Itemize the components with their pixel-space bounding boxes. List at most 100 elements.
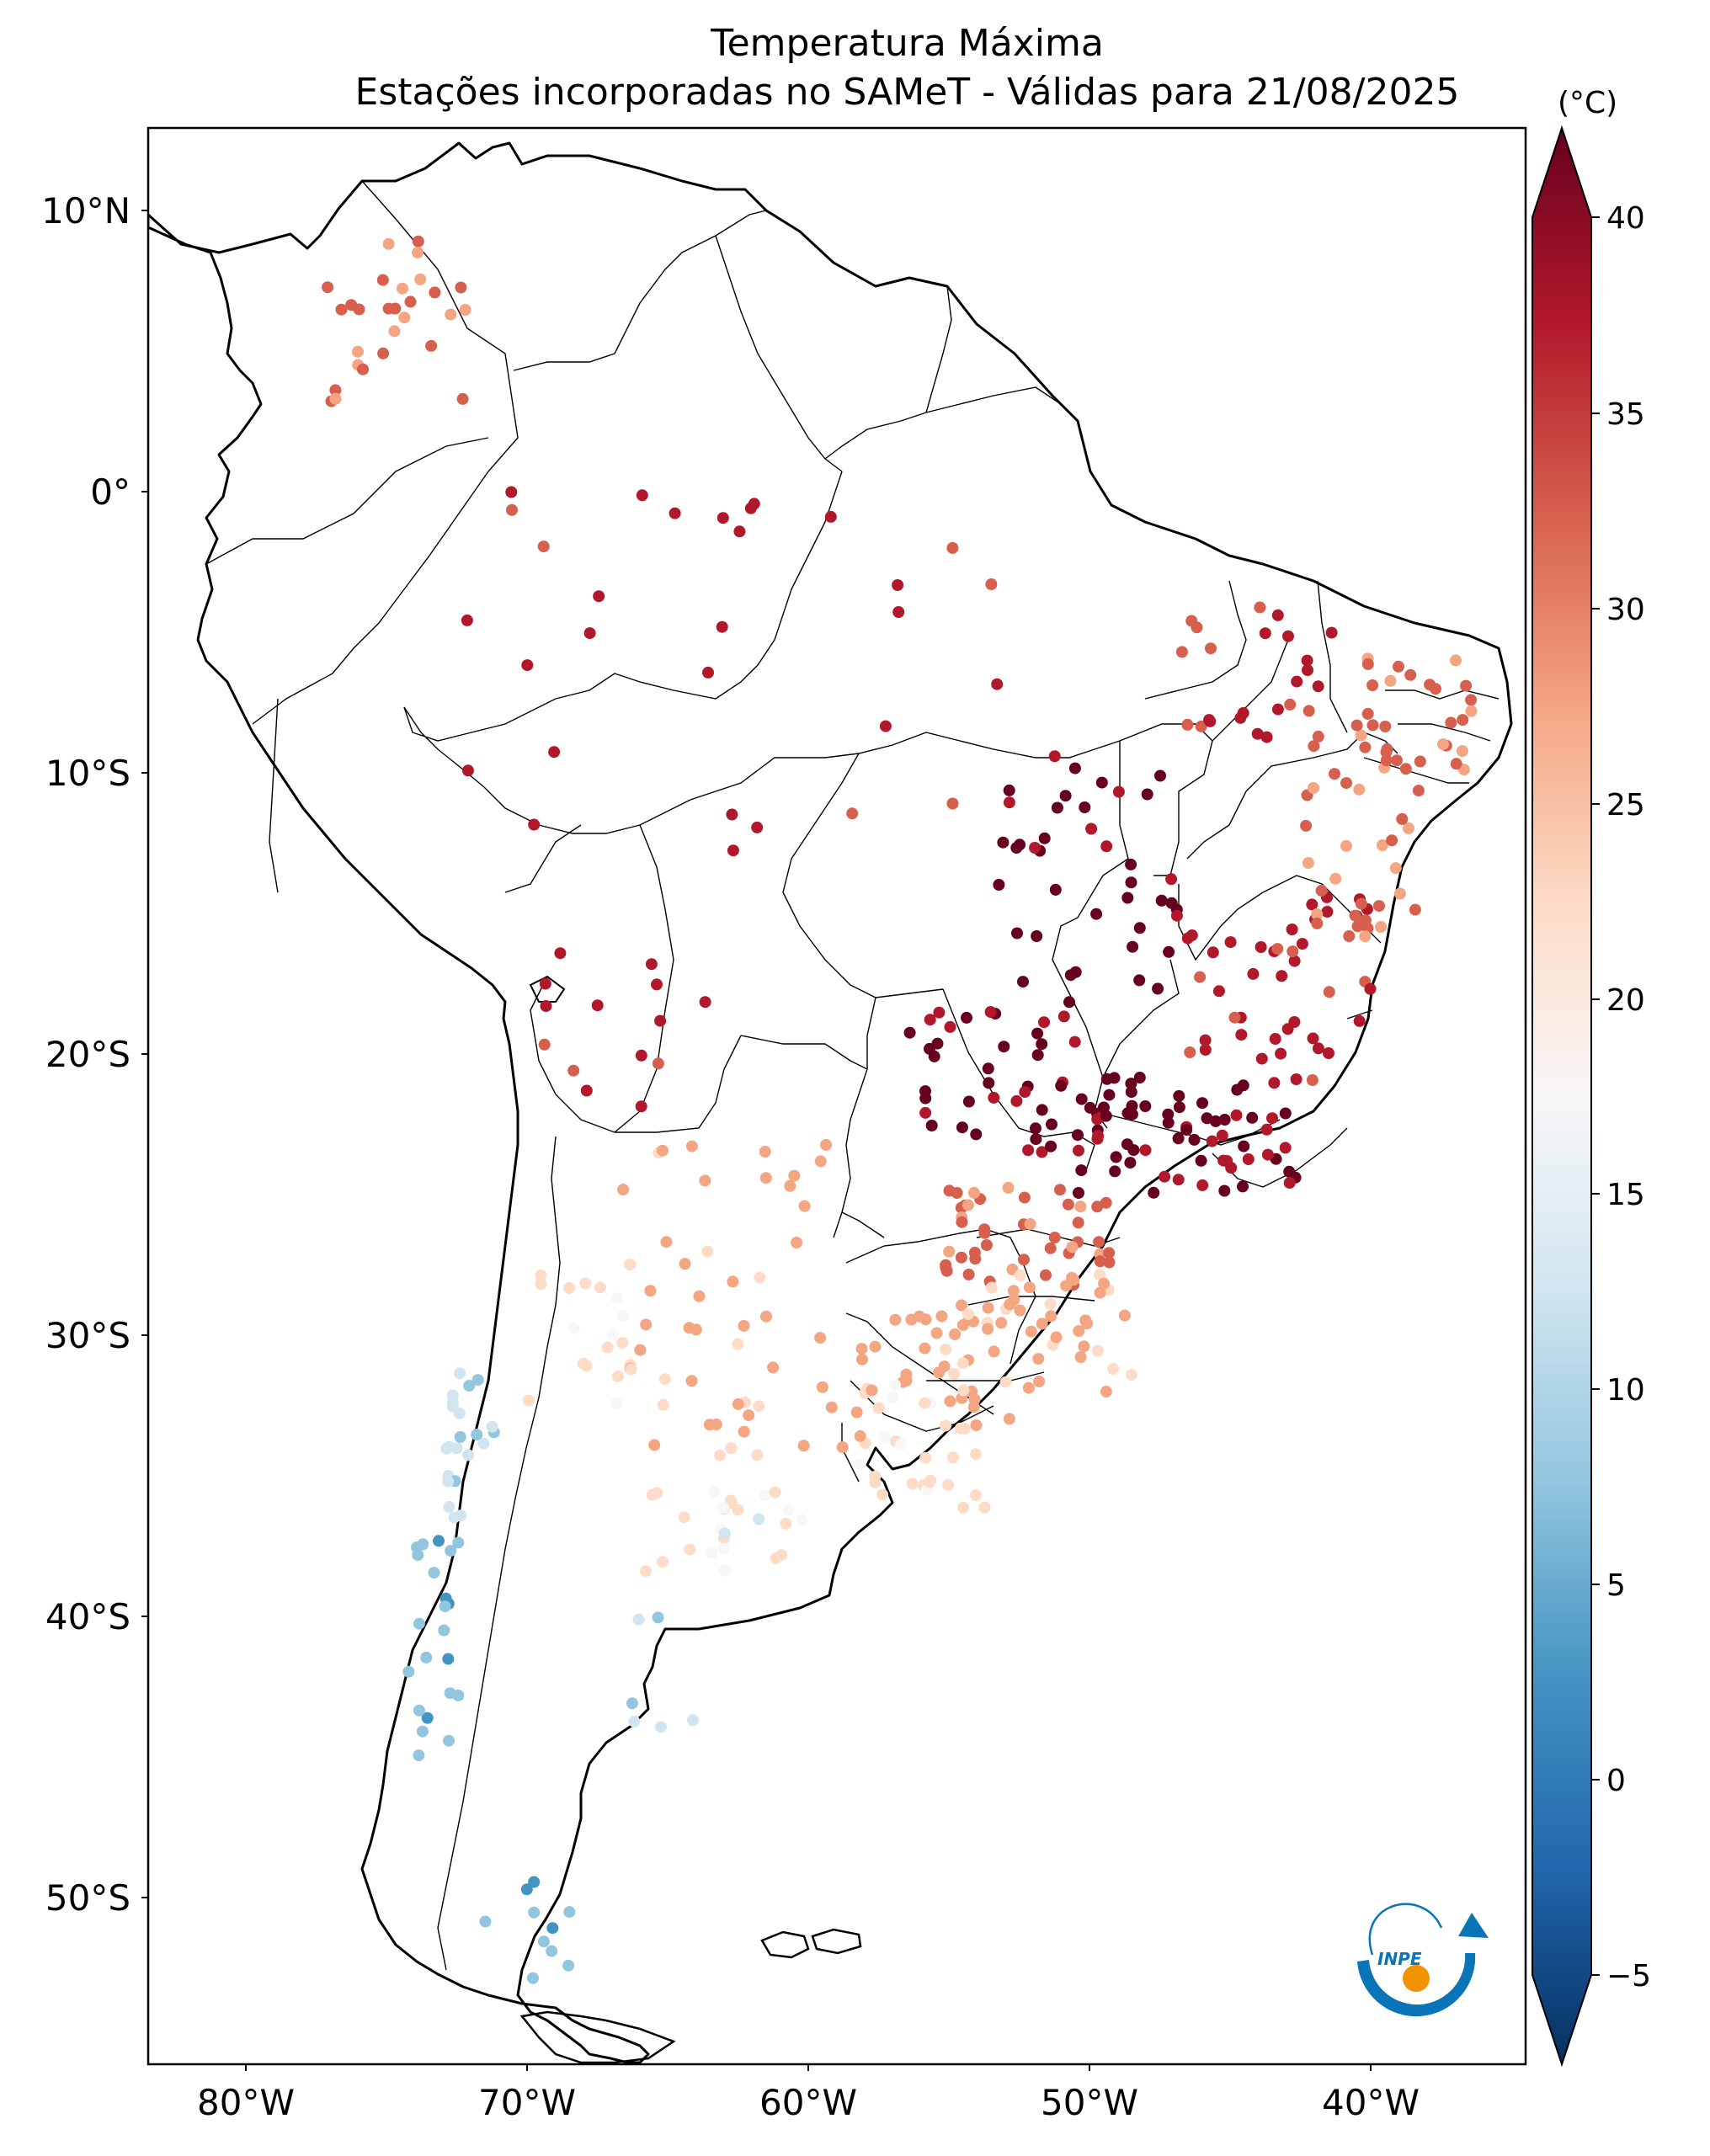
station-marker [669,507,681,519]
station-marker [1312,1042,1324,1055]
station-marker [1247,967,1260,980]
station-marker [1133,1072,1146,1083]
station-marker [791,1237,803,1248]
station-marker [1266,1112,1278,1125]
station-marker [388,325,401,338]
station-marker [718,1564,731,1577]
station-marker [439,1600,451,1613]
station-marker [869,1477,882,1489]
station-marker [1139,1100,1152,1112]
station-marker [1031,1027,1044,1040]
station-marker [854,1429,866,1442]
station-marker [382,237,395,250]
station-marker [769,1486,781,1499]
station-marker [1364,982,1377,995]
station-marker [919,1342,931,1355]
colorbar-tick-minus5: −5 [1606,1959,1651,1994]
station-marker [775,1549,788,1562]
map-frame [146,126,1527,2066]
station-marker [1275,1047,1287,1060]
station-marker [982,1302,994,1314]
station-marker [814,1155,827,1168]
station-marker [1306,1074,1318,1086]
lat-label-40s: 40°S [45,1596,131,1637]
station-marker [889,1379,902,1392]
station-marker [1003,784,1015,796]
station-marker [780,1517,792,1530]
station-marker [479,1915,492,1928]
colorbar: 40 35 30 25 20 15 10 5 0 −5 [1532,125,1651,2068]
station-marker [563,1282,576,1294]
station-marker [1073,1144,1084,1157]
station-marker [1126,1108,1138,1121]
station-marker [1159,1170,1171,1183]
station-marker [1173,1101,1185,1114]
station-marker [376,274,389,286]
station-marker [1050,1331,1063,1344]
colorbar-tick-20: 20 [1606,983,1645,1018]
station-marker [657,1398,669,1411]
station-marker [1465,705,1478,717]
station-marker [892,579,904,591]
station-marker [1155,894,1168,907]
station-marker [442,1653,455,1665]
station-marker [1329,872,1342,885]
station-marker [824,510,837,523]
station-marker [398,311,411,324]
station-marker [442,1475,455,1488]
station-marker [970,1419,983,1431]
station-marker [1126,1099,1138,1112]
colorbar-tick-40: 40 [1606,201,1645,236]
station-marker [997,836,1009,849]
station-marker [1399,763,1412,775]
station-marker [535,1278,547,1291]
station-marker [546,1922,559,1935]
station-marker [1100,840,1113,853]
station-marker [796,1514,808,1526]
station-marker [1110,1151,1122,1163]
colorbar-tick-0: 0 [1606,1764,1626,1798]
station-marker [522,1394,535,1407]
station-marker [933,1006,946,1019]
station-marker [1007,1285,1020,1297]
station-marker [1288,955,1301,967]
station-marker [1036,1038,1048,1051]
station-marker [856,1353,868,1365]
station-marker [1321,906,1334,918]
station-marker [706,1546,717,1559]
station-marker [1279,1107,1292,1120]
station-marker [1396,812,1409,825]
station-marker [537,1935,550,1948]
station-marker [377,347,390,359]
station-marker [322,281,334,294]
station-marker [1194,971,1207,983]
station-marker [1255,1052,1268,1065]
station-marker [1238,1140,1250,1153]
station-marker [1163,945,1175,958]
station-marker [1038,1016,1050,1029]
station-marker [846,807,859,820]
station-marker [640,1318,653,1331]
station-marker [413,1617,425,1630]
station-marker [650,1487,663,1499]
station-marker [445,308,457,321]
station-marker [448,1511,461,1524]
station-marker [968,1186,980,1199]
station-marker [660,1236,673,1248]
station-marker [1068,762,1081,775]
station-marker [1049,883,1062,896]
station-marker [970,1128,983,1141]
station-marker [462,1449,475,1461]
station-marker [919,1397,931,1409]
station-marker [1340,777,1352,790]
station-marker [685,1140,698,1153]
station-marker [1059,790,1072,802]
inpe-logo-dot [1403,1965,1430,1992]
station-marker [1465,694,1478,706]
station-marker [1100,1196,1112,1209]
station-marker [678,1511,690,1524]
station-marker [1024,1218,1036,1230]
station-marker [1271,703,1284,716]
station-marker [455,281,467,294]
station-marker [753,1513,765,1525]
